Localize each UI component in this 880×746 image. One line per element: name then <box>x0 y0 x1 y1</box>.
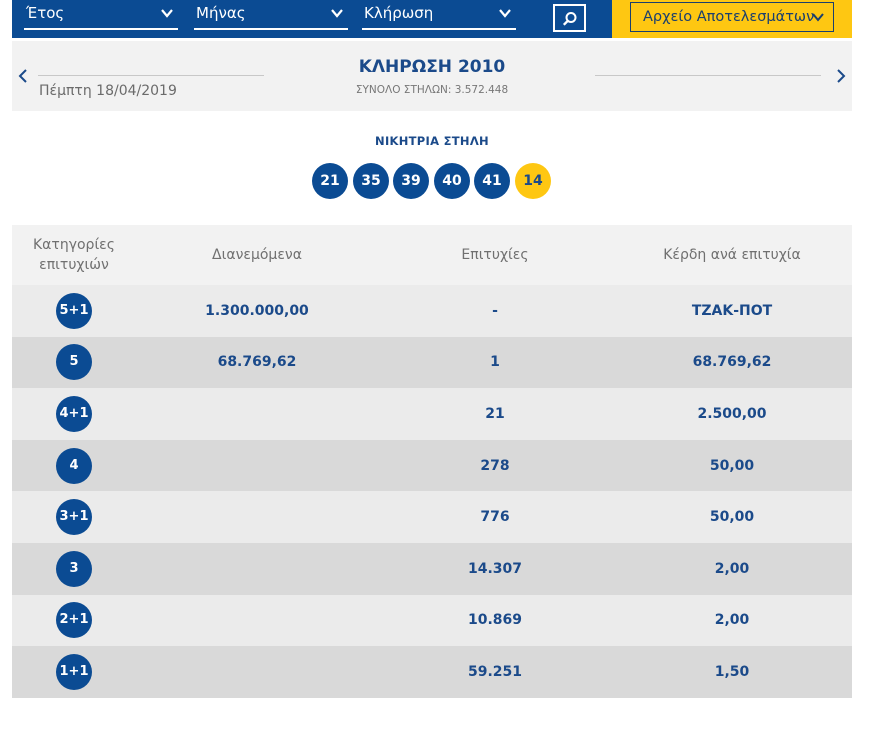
table-header: Κατηγορίες επιτυχιών Διανεμόμενα Επιτυχί… <box>12 225 852 285</box>
header-prize: Κέρδη ανά επιτυχία <box>663 247 801 263</box>
category-ball: 2+1 <box>56 602 92 639</box>
winners-cell: 776 <box>480 509 510 526</box>
category-ball: 5 <box>56 344 92 381</box>
winners-cell: 14.307 <box>467 560 523 577</box>
table-row: 4+1 21 2.500,00 <box>12 388 852 440</box>
category-cell: 1+1 <box>12 646 136 698</box>
table-row: 4 278 50,00 <box>12 439 852 492</box>
category-cell: 3+1 <box>12 491 136 543</box>
draw-dropdown[interactable]: Κλήρωση <box>362 0 516 30</box>
category-ball: 3+1 <box>56 499 92 536</box>
divider-line <box>595 75 821 76</box>
month-dropdown[interactable]: Μήνας <box>194 0 348 30</box>
prize-cell: 50,00 <box>709 509 755 526</box>
category-ball: 4+1 <box>56 395 92 432</box>
divider-line <box>38 75 264 76</box>
prize-cell: 50,00 <box>709 457 755 474</box>
prize-cell: ΤΖΑΚ-ΠΟΤ <box>691 302 773 319</box>
results-table: Κατηγορίες επιτυχιών Διανεμόμενα Επιτυχί… <box>12 225 852 698</box>
joker-number-ball: 14 <box>515 163 551 199</box>
category-cell: 2+1 <box>12 595 136 647</box>
winners-cell: 21 <box>485 405 505 422</box>
category-ball: 3 <box>56 550 92 587</box>
winners-cell: 10.869 <box>467 612 523 629</box>
header-categories-line1: Κατηγορίες <box>33 237 115 253</box>
winners-cell: 1 <box>490 354 500 371</box>
table-row: 1+1 59.251 1,50 <box>12 646 852 698</box>
distributed-cell <box>136 388 378 440</box>
distributed-cell <box>136 440 378 492</box>
table-row: 3+1 776 50,00 <box>12 491 852 543</box>
distributed-cell: 68.769,62 <box>217 354 297 371</box>
prize-cell: 2,00 <box>714 612 750 629</box>
distributed-cell <box>136 595 378 647</box>
prize-cell: 2,00 <box>714 560 750 577</box>
category-ball: 4 <box>56 447 92 484</box>
winners-cell: 278 <box>480 457 510 474</box>
year-dropdown[interactable]: Έτος <box>24 0 178 30</box>
category-cell: 5 <box>12 337 136 389</box>
chevron-down-icon <box>161 9 173 18</box>
distributed-cell <box>136 543 378 595</box>
header-categories-line2: επιτυχιών <box>39 257 109 273</box>
distributed-cell: 1.300.000,00 <box>205 302 309 319</box>
category-cell: 4+1 <box>12 388 136 440</box>
chevron-down-icon <box>499 9 511 18</box>
prize-cell: 68.769,62 <box>692 354 772 371</box>
archive-results-dropdown[interactable]: Αρχείο Αποτελεσμάτων <box>630 2 834 32</box>
winning-number-ball: 39 <box>393 163 429 199</box>
search-icon <box>562 12 577 26</box>
search-button[interactable] <box>553 4 586 32</box>
filter-bar: Έτος Μήνας Κλήρωση Αρχείο Αποτελεσμάτων <box>12 0 852 38</box>
winning-number-ball: 40 <box>434 163 470 199</box>
category-cell: 5+1 <box>12 285 136 337</box>
draw-title: ΚΛΗΡΩΣΗ 2010 <box>358 57 506 77</box>
archive-panel: Αρχείο Αποτελεσμάτων <box>612 0 852 38</box>
prize-cell: 1,50 <box>714 663 750 680</box>
winners-cell: - <box>492 302 498 319</box>
table-row: 2+1 10.869 2,00 <box>12 594 852 647</box>
table-row: 5 68.769,62 1 68.769,62 <box>12 336 852 389</box>
header-categories: Κατηγορίες επιτυχιών <box>12 225 136 285</box>
year-dropdown-label: Έτος <box>26 4 65 22</box>
header-distributed: Διανεμόμενα <box>212 247 302 263</box>
distributed-cell <box>136 491 378 543</box>
distributed-cell <box>136 646 378 698</box>
winners-cell: 59.251 <box>467 663 523 680</box>
header-winners: Επιτυχίες <box>461 247 529 263</box>
winning-number-ball: 21 <box>312 163 348 199</box>
category-ball: 1+1 <box>56 653 92 690</box>
draw-dropdown-label: Κλήρωση <box>364 4 434 22</box>
category-cell: 4 <box>12 440 136 492</box>
table-row: 5+1 1.300.000,00 - ΤΖΑΚ-ΠΟΤ <box>12 285 852 337</box>
chevron-down-icon <box>812 13 824 22</box>
draw-date: Πέμπτη 18/04/2019 <box>39 83 177 99</box>
month-dropdown-label: Μήνας <box>196 4 246 22</box>
winning-number-ball: 41 <box>474 163 510 199</box>
chevron-down-icon <box>331 9 343 18</box>
archive-results-label: Αρχείο Αποτελεσμάτων <box>643 9 815 25</box>
draw-header: Πέμπτη 18/04/2019 ΚΛΗΡΩΣΗ 2010 ΣΥΝΟΛΟ ΣΤ… <box>12 41 852 111</box>
category-ball: 5+1 <box>56 292 92 329</box>
draw-total-columns: ΣΥΝΟΛΟ ΣΤΗΛΩΝ: 3.572.448 <box>355 84 509 96</box>
chevron-left-icon[interactable] <box>16 68 30 84</box>
winning-number-ball: 35 <box>353 163 389 199</box>
category-cell: 3 <box>12 543 136 595</box>
winning-column-label: ΝΙΚΗΤΡΙΑ ΣΤΗΛΗ <box>375 134 489 148</box>
table-row: 3 14.307 2,00 <box>12 542 852 595</box>
prize-cell: 2.500,00 <box>697 405 767 422</box>
chevron-right-icon[interactable] <box>834 68 848 84</box>
